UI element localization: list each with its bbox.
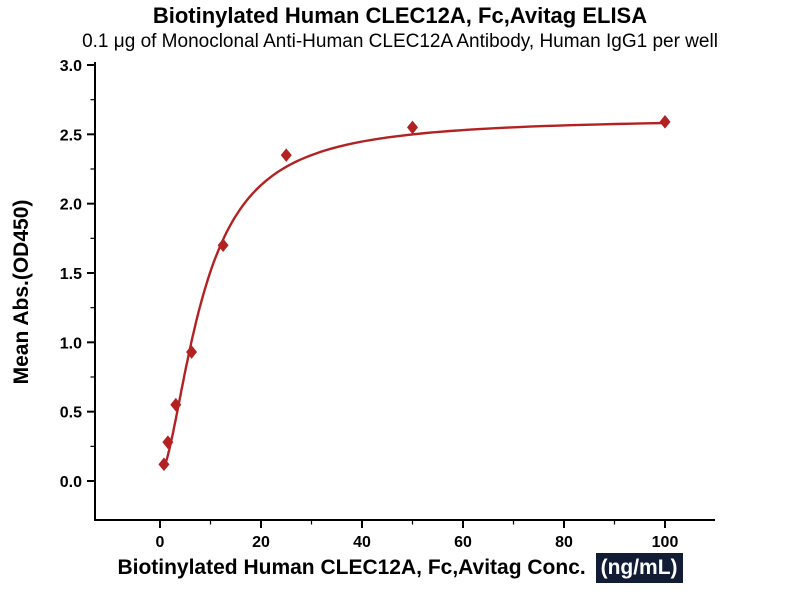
x-axis-label: Biotinylated Human CLEC12A, Fc,Avitag Co… (0, 553, 800, 583)
x-axis-label-text: Biotinylated Human CLEC12A, Fc,Avitag Co… (117, 556, 586, 579)
y-tick-label: 0.5 (60, 405, 82, 422)
x-tick-label: 100 (652, 534, 679, 551)
y-tick-label: 2.5 (60, 127, 82, 144)
data-points (158, 115, 671, 472)
y-axis-label: Mean Abs.(OD450) (10, 199, 33, 385)
y-tick-label: 3.0 (60, 58, 82, 75)
x-tick-label: 20 (252, 534, 270, 551)
data-point-marker (407, 120, 418, 135)
data-point-marker (217, 238, 229, 253)
x-tick-label: 80 (555, 534, 573, 551)
y-tick-label: 2.0 (60, 197, 82, 214)
x-tick-label: 0 (156, 534, 165, 551)
data-point-marker (659, 115, 671, 129)
data-point-marker (280, 148, 292, 162)
axes (94, 62, 715, 521)
fit-curve (162, 121, 666, 469)
tick-labels: 0.0 0.5 1.0 1.5 2.0 2.5 3.0 0 20 40 60 80 100 (60, 58, 679, 551)
data-point-marker (186, 345, 198, 359)
tick-marks (87, 63, 666, 528)
data-point-marker (162, 435, 174, 449)
chart-subtitle: 0.1 μg of Monoclonal Anti-Human CLEC12A … (82, 31, 718, 52)
data-point-marker (158, 457, 170, 472)
y-tick-label: 1.0 (60, 335, 82, 352)
x-tick-label: 60 (454, 534, 472, 551)
chart-title: Biotinylated Human CLEC12A, Fc,Avitag EL… (152, 3, 648, 28)
y-tick-label: 0.0 (60, 474, 82, 491)
y-tick-label: 1.5 (60, 266, 82, 283)
x-tick-label: 40 (353, 534, 371, 551)
data-point-marker (170, 397, 182, 412)
x-axis-label-units-highlighted: (ng/mL) (595, 553, 683, 583)
